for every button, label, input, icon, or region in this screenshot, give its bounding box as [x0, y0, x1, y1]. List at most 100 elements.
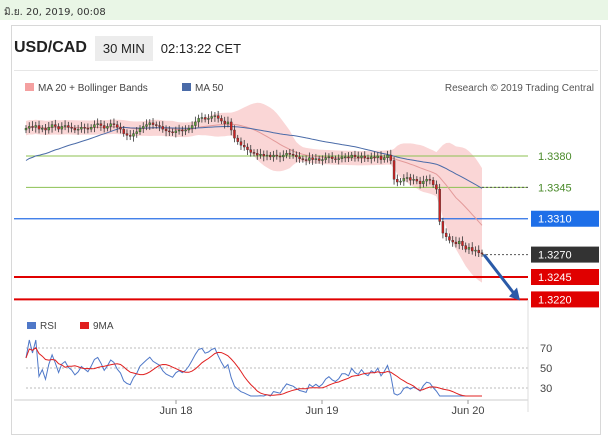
candle-body	[145, 124, 148, 127]
candle-body	[435, 184, 438, 190]
candle-body	[171, 131, 174, 134]
candle-body	[226, 121, 230, 124]
candle-body	[220, 118, 223, 122]
candle-body	[317, 158, 321, 161]
candle-body	[177, 129, 181, 132]
candle-body	[370, 156, 373, 159]
candle-body	[396, 179, 399, 183]
candle-body	[357, 156, 360, 159]
rsi-legend-label: RSI	[40, 321, 57, 332]
candle-body	[278, 155, 282, 158]
candle-body	[360, 155, 363, 158]
candle-body	[76, 128, 80, 131]
candle-body	[347, 156, 350, 159]
candle-body	[112, 123, 116, 125]
timeframe-button[interactable]: 30 MIN	[94, 35, 153, 61]
x-tick-label: Jun 18	[159, 405, 192, 417]
candle-body	[37, 125, 41, 130]
candle-body	[392, 160, 396, 180]
candle-body	[457, 240, 461, 245]
candle-body	[444, 232, 448, 237]
ma50-legend-swatch	[182, 83, 191, 91]
candle-body	[93, 124, 96, 128]
candle-body	[379, 155, 383, 160]
chart-header: USD/CAD 30 MIN 02:13:22 CET	[14, 34, 241, 62]
candle-body	[200, 117, 204, 119]
candle-body	[67, 125, 70, 128]
candle-body	[70, 127, 73, 129]
candle-body	[190, 125, 194, 129]
candle-body	[291, 154, 295, 156]
candle-body	[373, 156, 376, 159]
candle-body	[422, 180, 425, 184]
candle-body	[480, 252, 484, 255]
candle-body	[262, 154, 265, 157]
forecast-arrow-head	[509, 287, 520, 301]
candle-body	[252, 152, 256, 154]
candle-body	[197, 118, 200, 123]
candle-body	[451, 240, 454, 243]
candle-body	[265, 154, 269, 157]
candle-body	[132, 133, 135, 137]
candle-body	[467, 247, 471, 250]
candle-body	[83, 127, 86, 129]
candle-body	[129, 135, 132, 137]
candle-body	[125, 133, 129, 136]
level-label: 1.3270	[538, 250, 572, 262]
level-label: 1.3245	[538, 272, 572, 284]
ma20-legend-label: MA 20 + Bollinger Bands	[38, 83, 148, 94]
candle-body	[115, 124, 119, 128]
candle-body	[418, 180, 422, 184]
rsi-ma-line	[25, 347, 482, 397]
candle-body	[415, 179, 419, 182]
candle-body	[44, 128, 47, 131]
candle-body	[89, 127, 93, 130]
candle-body	[448, 236, 451, 241]
candle-body	[282, 154, 285, 158]
candle-body	[402, 178, 406, 182]
candle-body	[259, 154, 262, 156]
chart-panel	[11, 25, 601, 435]
candle-body	[376, 155, 379, 158]
level-label: 1.3380	[538, 151, 572, 163]
candle-body	[239, 141, 243, 146]
candle-body	[184, 129, 187, 132]
rsi-legend-swatch	[27, 322, 36, 329]
candle-body	[405, 177, 409, 179]
candle-body	[50, 124, 54, 128]
candle-body	[158, 125, 161, 127]
candle-body	[461, 240, 464, 246]
candle-body	[301, 158, 305, 160]
candle-body	[24, 128, 28, 131]
candle-body	[102, 125, 106, 129]
candle-body	[233, 129, 236, 139]
candle-body	[54, 124, 57, 127]
level-label-bg	[531, 210, 599, 227]
candle-body	[350, 154, 353, 158]
rsi-tick-label: 30	[540, 383, 552, 395]
candle-body	[330, 156, 334, 159]
candle-body	[425, 179, 428, 182]
candle-body	[441, 221, 445, 234]
candle-body	[412, 179, 415, 181]
candle-body	[155, 124, 158, 126]
candle-body	[106, 126, 109, 129]
level-label: 1.3220	[538, 294, 572, 306]
candle-body	[269, 154, 272, 158]
candle-body	[399, 180, 402, 183]
level-label-bg	[531, 148, 599, 164]
candle-body	[249, 149, 252, 153]
candle-body	[148, 122, 151, 125]
candle-body	[216, 115, 220, 119]
candle-body	[80, 127, 83, 130]
candle-body	[99, 123, 103, 126]
candle-body	[119, 127, 122, 130]
candle-body	[31, 126, 34, 128]
candle-body	[34, 125, 37, 128]
level-label-bg	[531, 179, 599, 196]
credit-label: Research © 2019 Trading Central	[445, 83, 594, 94]
level-label-bg	[531, 291, 599, 308]
level-label: 1.3310	[538, 214, 572, 226]
ma20-line	[25, 123, 483, 226]
symbol-label: USD/CAD	[14, 39, 87, 56]
